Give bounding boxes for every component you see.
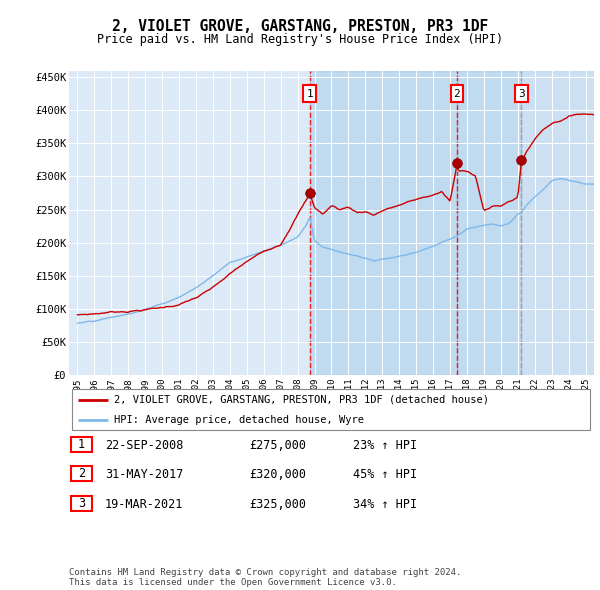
Text: 2, VIOLET GROVE, GARSTANG, PRESTON, PR3 1DF (detached house): 2, VIOLET GROVE, GARSTANG, PRESTON, PR3 …: [113, 395, 488, 405]
Text: HPI: Average price, detached house, Wyre: HPI: Average price, detached house, Wyre: [113, 415, 364, 425]
Bar: [457, 71, 521, 375]
Text: 3: 3: [518, 88, 525, 99]
Bar: [310, 71, 457, 375]
Text: 23% ↑ HPI: 23% ↑ HPI: [353, 439, 417, 452]
Text: £275,000: £275,000: [249, 439, 306, 452]
Text: 19-MAR-2021: 19-MAR-2021: [105, 498, 184, 511]
Text: 31-MAY-2017: 31-MAY-2017: [105, 468, 184, 481]
Text: 34% ↑ HPI: 34% ↑ HPI: [353, 498, 417, 511]
FancyBboxPatch shape: [71, 389, 590, 430]
Text: 22-SEP-2008: 22-SEP-2008: [105, 439, 184, 452]
Text: 1: 1: [307, 88, 313, 99]
Text: 2: 2: [78, 467, 85, 480]
Text: 2: 2: [454, 88, 460, 99]
FancyBboxPatch shape: [71, 437, 92, 452]
Text: 1: 1: [78, 438, 85, 451]
Text: £320,000: £320,000: [249, 468, 306, 481]
Text: 3: 3: [78, 497, 85, 510]
FancyBboxPatch shape: [71, 466, 92, 481]
Text: Contains HM Land Registry data © Crown copyright and database right 2024.
This d: Contains HM Land Registry data © Crown c…: [69, 568, 461, 587]
Bar: [521, 71, 594, 375]
Text: 45% ↑ HPI: 45% ↑ HPI: [353, 468, 417, 481]
Text: £325,000: £325,000: [249, 498, 306, 511]
FancyBboxPatch shape: [71, 496, 92, 511]
Text: 2, VIOLET GROVE, GARSTANG, PRESTON, PR3 1DF: 2, VIOLET GROVE, GARSTANG, PRESTON, PR3 …: [112, 19, 488, 34]
Text: Price paid vs. HM Land Registry's House Price Index (HPI): Price paid vs. HM Land Registry's House …: [97, 33, 503, 46]
